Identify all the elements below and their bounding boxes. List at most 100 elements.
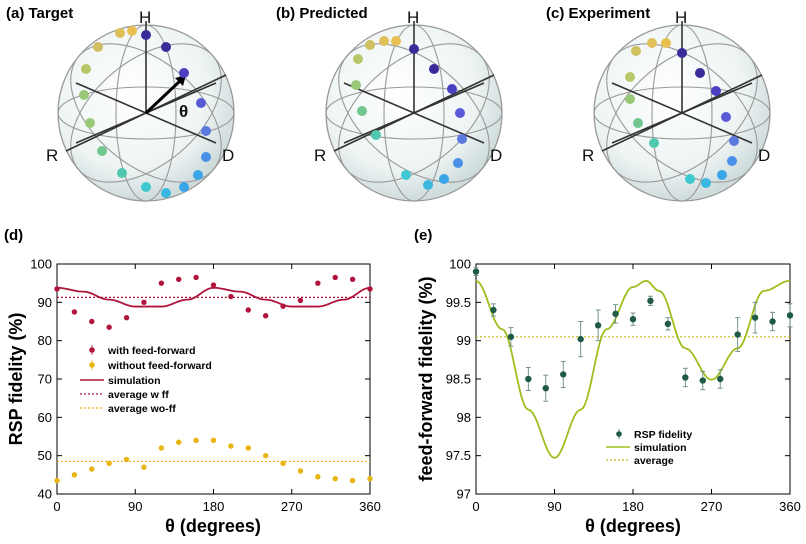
state-point: [721, 112, 731, 122]
data-point: [141, 464, 147, 470]
data-point: [717, 375, 724, 383]
d-label: D: [222, 146, 234, 165]
state-point: [717, 170, 727, 180]
data-point: [54, 477, 60, 484]
state-point: [625, 72, 635, 82]
panel-label-e: (e): [414, 227, 432, 244]
data-point: [629, 316, 637, 323]
simulation-curve: [475, 279, 791, 459]
data-point: [647, 297, 654, 304]
state-point: [97, 146, 107, 156]
d-label: D: [758, 146, 770, 165]
data-point: [297, 468, 304, 474]
data-point: [176, 439, 182, 445]
h-label: H: [407, 8, 419, 27]
meridian-ring: [338, 43, 490, 183]
state-point: [695, 68, 705, 78]
data-point: [71, 472, 78, 478]
bloch-sphere-target: (a) Target θ H R D: [6, 5, 235, 202]
data-point: [769, 318, 776, 325]
state-point: [729, 136, 739, 146]
y-tick-label: 97: [457, 487, 471, 502]
legend-rsp-fidelity: RSP fidelity: [634, 429, 692, 441]
state-point: [353, 54, 363, 64]
y-tick-label: 90: [38, 295, 52, 310]
data-point: [594, 322, 602, 329]
data-point: [280, 460, 286, 467]
state-point: [201, 152, 211, 162]
data-point: [106, 460, 112, 467]
state-point: [633, 118, 643, 128]
state-point: [117, 168, 127, 178]
data-point: [577, 335, 584, 343]
legend-marker-without-ff: [89, 362, 95, 368]
data-point: [786, 312, 794, 319]
r-label: R: [46, 146, 58, 165]
data-point: [158, 280, 165, 286]
data-point: [262, 452, 269, 459]
h-label: H: [139, 8, 151, 27]
x-tick-label: 0: [53, 499, 60, 514]
panel-title-a: (a) Target: [6, 5, 73, 22]
state-point: [193, 170, 203, 180]
legend-without-ff: without feed-forward: [107, 360, 212, 372]
state-point: [365, 40, 375, 50]
data-point: [228, 443, 234, 449]
data-point: [315, 280, 321, 286]
state-point: [161, 188, 171, 198]
data-point: [176, 276, 182, 283]
r-label: R: [582, 146, 594, 165]
data-point: [542, 385, 549, 392]
data-point: [525, 375, 532, 383]
state-point: [201, 126, 211, 136]
h-label: H: [675, 8, 687, 27]
data-point: [210, 282, 217, 288]
data-point: [507, 333, 515, 341]
y-tick-label: 97.5: [446, 448, 471, 463]
state-point: [115, 28, 125, 38]
data-point: [71, 309, 78, 315]
data-point: [332, 274, 338, 281]
state-point: [439, 174, 449, 184]
state-point: [179, 182, 189, 192]
data-point: [682, 374, 689, 381]
y-axis-label: RSP fidelity (%): [6, 313, 26, 446]
data-point: [367, 475, 373, 482]
plot-frame: [475, 263, 791, 495]
data-point: [193, 437, 199, 444]
y-tick-label: 100: [449, 257, 471, 272]
state-point: [401, 170, 411, 180]
data-point: [751, 314, 759, 321]
chart-rsp-fidelity: (d) 0 90 180 270 360 40 50 60 70 80 90 100 θ (degre…: [4, 227, 381, 536]
state-point: [649, 138, 659, 148]
data-point: [158, 445, 165, 451]
state-point: [661, 38, 671, 48]
state-point: [453, 158, 463, 168]
legend-simulation: simulation: [634, 442, 687, 454]
state-point: [79, 90, 89, 100]
x-tick-label: 360: [359, 499, 381, 514]
legend-marker-rsp-fidelity: [616, 431, 622, 437]
data-point: [210, 437, 217, 444]
data-point: [734, 331, 741, 338]
y-tick-label: 100: [30, 257, 52, 272]
x-tick-label: 180: [203, 499, 225, 514]
meridian-ring: [606, 43, 758, 183]
data-point: [141, 299, 147, 306]
data-point: [349, 276, 356, 283]
state-point: [357, 106, 367, 116]
d-label: D: [490, 146, 502, 165]
state-point: [711, 86, 721, 96]
x-tick-label: 270: [281, 499, 303, 514]
data-point: [297, 297, 304, 304]
y-tick-label: 40: [38, 487, 52, 502]
chart-feed-forward-fidelity: (e) 0 90 180 270 360 97 97.5 98 98.5 99 99.5 100 θ …: [414, 227, 801, 536]
y-axis-label: feed-forward fidelity (%): [416, 276, 436, 481]
data-point: [315, 474, 321, 480]
axis-r-d: [333, 74, 495, 152]
state-point: [429, 64, 439, 74]
state-point: [647, 38, 657, 48]
state-point: [391, 36, 401, 46]
state-vector-arrow: [144, 79, 182, 115]
